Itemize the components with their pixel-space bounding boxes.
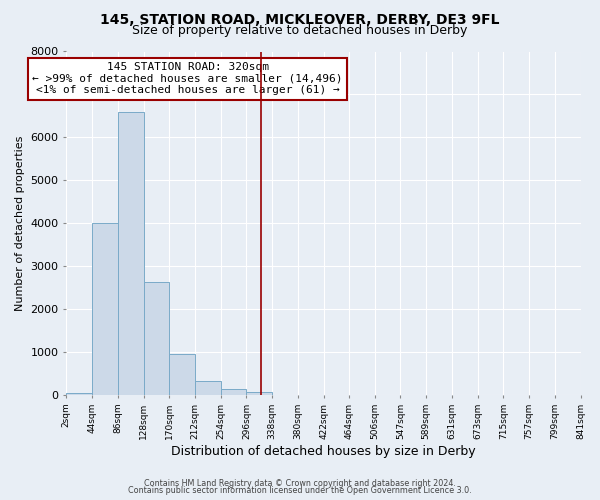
X-axis label: Distribution of detached houses by size in Derby: Distribution of detached houses by size … <box>171 444 476 458</box>
Bar <box>247 392 272 395</box>
Text: 145 STATION ROAD: 320sqm
← >99% of detached houses are smaller (14,496)
<1% of s: 145 STATION ROAD: 320sqm ← >99% of detac… <box>32 62 343 96</box>
Bar <box>67 393 92 395</box>
Text: Contains HM Land Registry data © Crown copyright and database right 2024.: Contains HM Land Registry data © Crown c… <box>144 478 456 488</box>
Y-axis label: Number of detached properties: Number of detached properties <box>15 136 25 311</box>
Bar <box>143 282 169 395</box>
Bar <box>169 354 195 395</box>
Bar <box>92 223 118 395</box>
Bar <box>195 381 221 395</box>
Bar <box>221 390 247 395</box>
Text: Size of property relative to detached houses in Derby: Size of property relative to detached ho… <box>133 24 467 37</box>
Text: Contains public sector information licensed under the Open Government Licence 3.: Contains public sector information licen… <box>128 486 472 495</box>
Text: 145, STATION ROAD, MICKLEOVER, DERBY, DE3 9FL: 145, STATION ROAD, MICKLEOVER, DERBY, DE… <box>100 12 500 26</box>
Bar <box>118 112 143 395</box>
